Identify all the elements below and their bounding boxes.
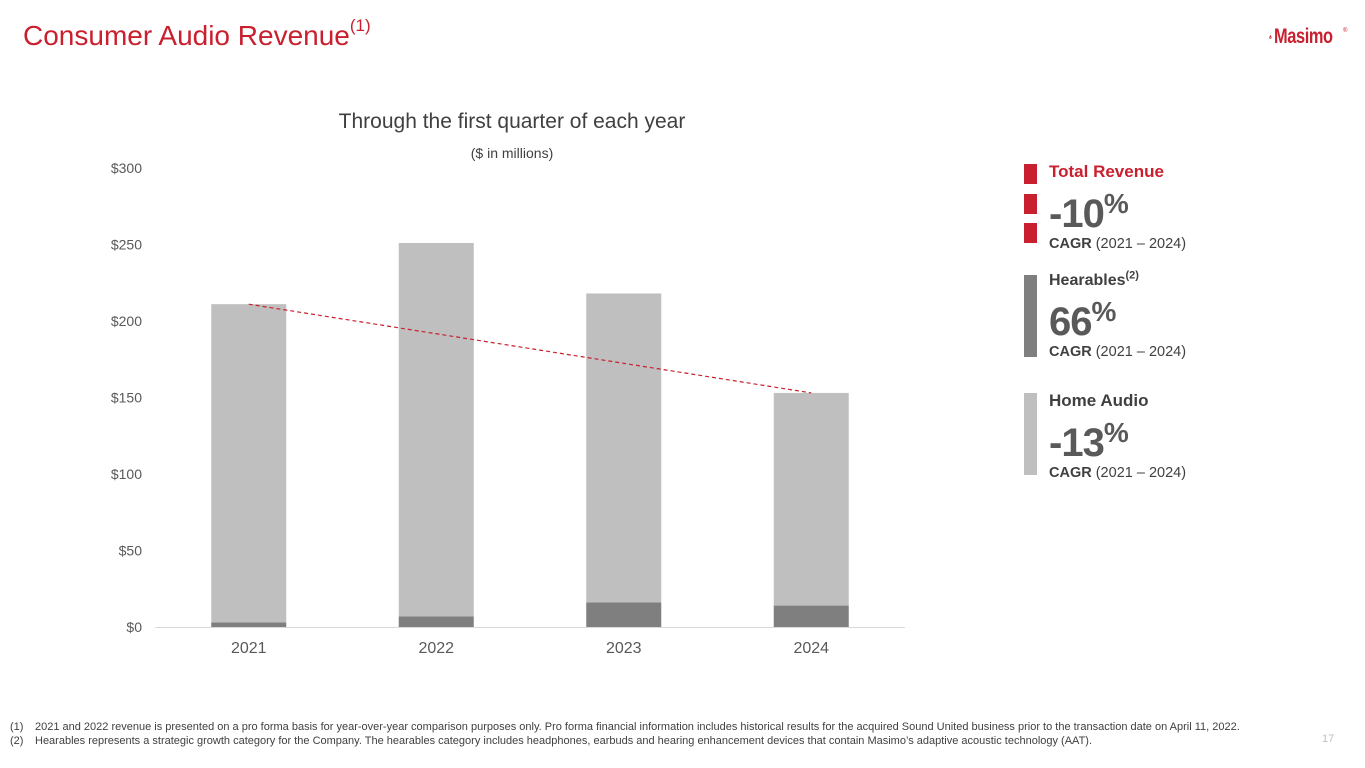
trendline	[248, 303, 812, 394]
x-tick-label: 2022	[418, 640, 454, 657]
legend-total-revenue: Total Revenue -10% CAGR (2021 – 2024)	[1049, 162, 1186, 252]
legend-total-pct-sign: %	[1103, 188, 1129, 219]
masimo-logo: Masimo ®	[1269, 22, 1349, 52]
bar-hearables-2021	[211, 622, 287, 627]
page-title-footnote-ref: (1)	[349, 15, 371, 35]
y-tick-label: $50	[119, 543, 143, 559]
bar-home-audio-2024	[773, 392, 849, 606]
legend-home-audio-pct-value: -13	[1049, 421, 1105, 465]
page-number: 17	[1322, 733, 1335, 745]
legend-home-audio-pct-sign: %	[1103, 417, 1129, 448]
legend-total-pct-value: -10	[1049, 192, 1105, 236]
footnote-2-text: Hearables represents a strategic growth …	[35, 734, 1093, 747]
page-title: Consumer Audio Revenue(1)	[23, 17, 371, 52]
bar-hearables-2023	[586, 602, 662, 627]
footnote-2: (2) Hearables represents a strategic grow…	[10, 735, 1250, 749]
x-tick-label: 2021	[231, 640, 267, 657]
legend-home-audio-name: Home Audio	[1049, 391, 1149, 410]
legend-hearables-name: Hearables	[1049, 272, 1126, 289]
y-tick-label: $100	[111, 466, 142, 482]
legend-hearables-cagr-range: (2021 – 2024)	[1091, 344, 1187, 360]
legend-hearables-cagr-label: CAGR	[1049, 344, 1092, 360]
legend-hearables-pct-sign: %	[1091, 296, 1117, 327]
legend-hearables-title: Hearables(2)	[1049, 269, 1186, 290]
logo-registered-mark: ®	[1343, 28, 1348, 34]
legend-hearables-footnote-ref: (2)	[1125, 269, 1139, 282]
legend-total-name: Total Revenue	[1049, 162, 1164, 181]
legend-home-audio-cagr: CAGR (2021 – 2024)	[1049, 465, 1186, 481]
chart-subtitle: ($ in millions)	[470, 145, 554, 161]
x-tick-label: 2023	[606, 640, 642, 657]
logo-text: Masimo	[1273, 25, 1333, 48]
legend-hearables: Hearables(2) 66% CAGR (2021 – 2024)	[1049, 269, 1186, 360]
legend-hearables-pct: 66%	[1049, 290, 1186, 344]
legend-total-pct: -10%	[1049, 182, 1186, 236]
legend-hearables-cagr: CAGR (2021 – 2024)	[1049, 344, 1186, 360]
footnote-2-num: (2)	[10, 734, 24, 747]
legend-home-audio-pct: -13%	[1049, 411, 1186, 465]
total-revenue-swatch-3	[1024, 223, 1037, 243]
x-tick-label: 2024	[793, 640, 829, 657]
chart-title: Through the first quarter of each year	[338, 110, 686, 133]
legend-total-cagr: CAGR (2021 – 2024)	[1049, 236, 1186, 252]
y-tick-label: $150	[111, 390, 142, 406]
revenue-chart: $0 $50 $100 $150 $200 $250 $300 2021 2022 2023 202…	[111, 160, 905, 657]
hearables-swatch	[1024, 275, 1037, 357]
bar-home-audio-2023	[586, 293, 662, 603]
bar-hearables-2024	[773, 605, 849, 627]
legend-home-audio: Home Audio -13% CAGR (2021 – 2024)	[1049, 391, 1186, 481]
legend-total-cagr-range: (2021 – 2024)	[1091, 236, 1187, 252]
y-tick-label: $250	[111, 237, 142, 253]
footnotes: (1) 2021 and 2022 revenue is presented on…	[10, 721, 1250, 748]
y-tick-label: $200	[111, 313, 142, 329]
total-revenue-swatch-2	[1024, 194, 1037, 214]
footnote-1-text: 2021 and 2022 revenue is presented on a …	[35, 721, 1240, 733]
bar-home-audio-2021	[211, 304, 287, 623]
home-audio-swatch	[1024, 393, 1037, 475]
masimo-drop-icon	[1269, 35, 1272, 39]
footnote-1-num: (1)	[10, 721, 24, 733]
y-tick-label: $0	[126, 619, 142, 635]
footnote-1: (1) 2021 and 2022 revenue is presented on…	[10, 721, 1250, 735]
total-revenue-swatch-1	[1024, 164, 1037, 184]
page-title-text: Consumer Audio Revenue	[23, 20, 350, 51]
legend-home-audio-cagr-range: (2021 – 2024)	[1091, 465, 1187, 481]
legend-home-audio-cagr-label: CAGR	[1049, 465, 1092, 481]
bar-home-audio-2022	[398, 242, 474, 617]
legend-total-cagr-label: CAGR	[1049, 236, 1092, 252]
bar-hearables-2022	[398, 616, 474, 627]
legend-hearables-pct-value: 66	[1049, 300, 1092, 344]
y-tick-label: $300	[111, 160, 142, 176]
